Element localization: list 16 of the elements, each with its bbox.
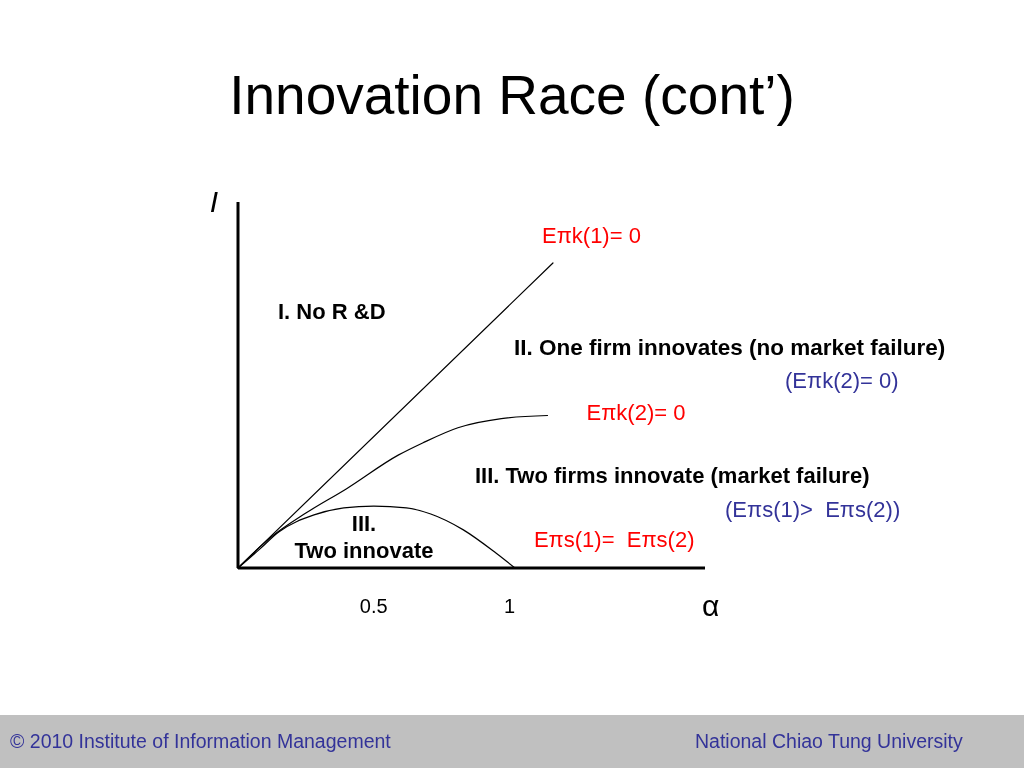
series-label: Eπs(1)= Eπs(2) [533,527,695,552]
text: National Chiao Tung University [695,730,963,752]
text: (Eπs(1)> Eπs(2)) [725,497,901,522]
series-label: Eπk(2)= 0 [586,399,686,425]
x-axis-title: α [702,589,720,622]
x-tick-label: 0.5 [359,595,388,617]
x-tick-label: 1 [503,595,516,617]
annotation: III. Two innovate [294,511,434,563]
chart-title: Innovation Race (cont’) [229,64,795,126]
annotation: II. One firm innovates (no market failure) [514,335,946,360]
annotation: III. Two firms innovate (market failure) [475,463,870,488]
text: © 2010 Institute of Information Management [10,730,392,752]
annotation: I. No R &D [278,299,386,324]
y-axis-title: I [209,185,219,218]
text: (Eπk(2)= 0) [785,368,899,393]
series-label: Eπk(1)= 0 [541,223,641,248]
